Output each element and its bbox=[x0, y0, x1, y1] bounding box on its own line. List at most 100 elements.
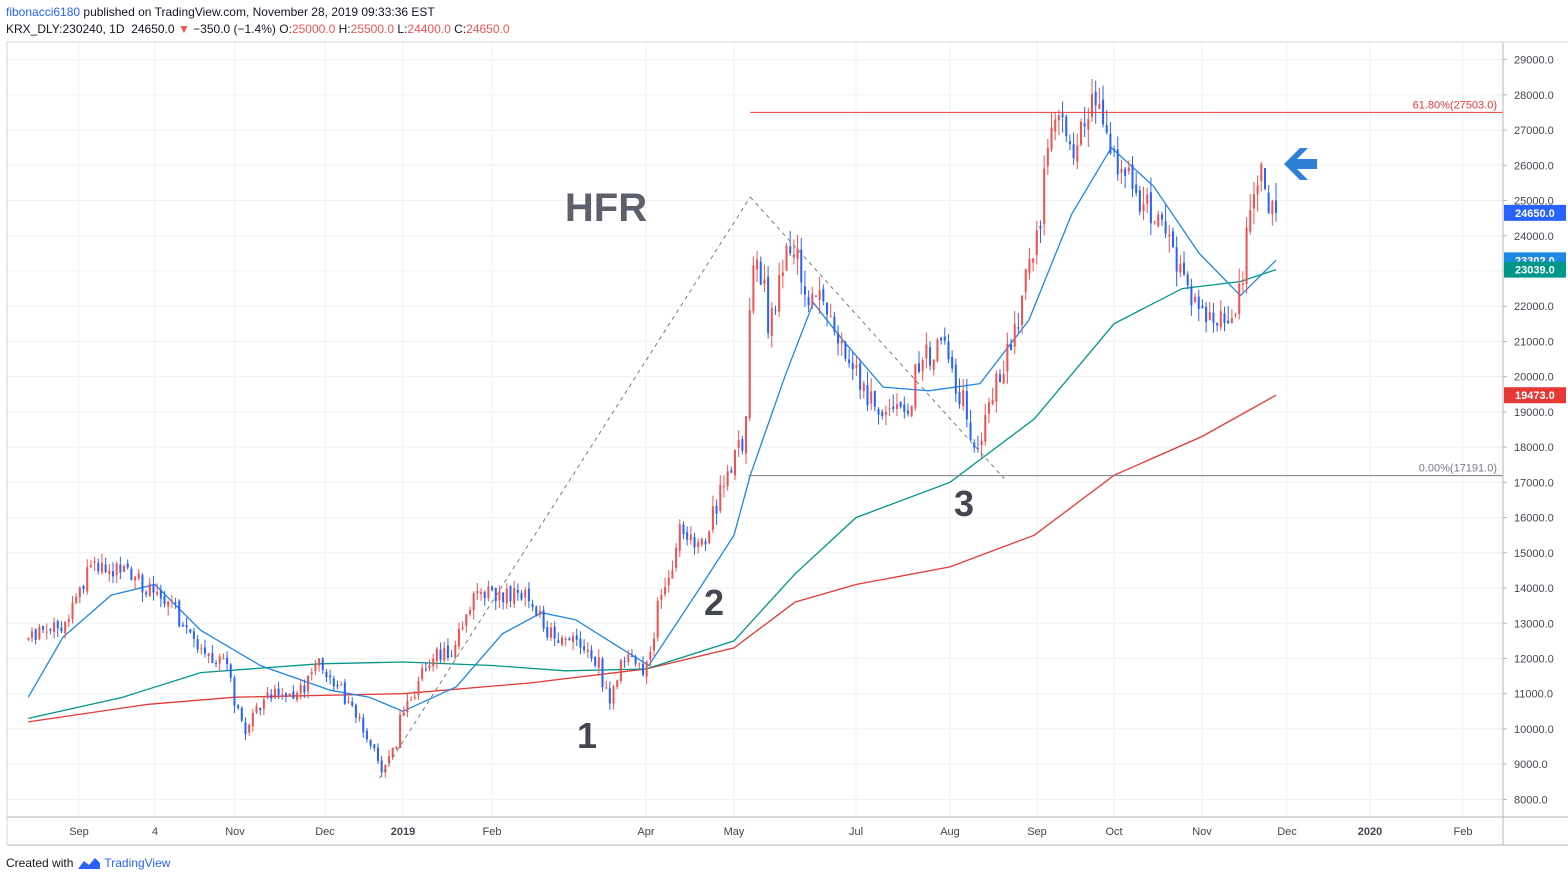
candle-body bbox=[1216, 323, 1219, 326]
candle-body bbox=[446, 645, 449, 658]
candle bbox=[1160, 211, 1163, 227]
candle bbox=[1127, 160, 1130, 175]
candle-body bbox=[277, 688, 280, 696]
candle bbox=[568, 636, 571, 641]
candle-body bbox=[406, 700, 409, 713]
y-tick-label: 9000.0 bbox=[1514, 759, 1548, 771]
candle-body bbox=[763, 279, 766, 285]
candle-body bbox=[56, 621, 59, 629]
tradingview-brand[interactable]: TradingView bbox=[77, 856, 170, 870]
candle bbox=[27, 637, 30, 642]
candle-body bbox=[181, 624, 184, 627]
y-tick-label: 28000.0 bbox=[1514, 90, 1554, 102]
candle-body bbox=[730, 470, 733, 473]
candle bbox=[678, 519, 681, 558]
candle bbox=[597, 649, 600, 676]
candle bbox=[1061, 101, 1064, 133]
candle bbox=[1017, 313, 1020, 334]
price-badge-label: 24650.0 bbox=[1515, 208, 1555, 220]
candle-body bbox=[1002, 373, 1005, 384]
candle-body bbox=[1054, 119, 1057, 132]
candle-body bbox=[616, 680, 619, 687]
candle-body bbox=[932, 359, 935, 370]
x-tick-label: Aug bbox=[940, 826, 960, 838]
candle-body bbox=[774, 309, 777, 311]
candle bbox=[1241, 271, 1244, 292]
candle-body bbox=[708, 531, 711, 543]
candle bbox=[929, 341, 932, 371]
candle bbox=[318, 657, 321, 672]
candle bbox=[457, 622, 460, 650]
candle bbox=[369, 738, 372, 750]
candle-body bbox=[829, 316, 832, 318]
candle bbox=[1068, 134, 1071, 151]
candle-body bbox=[1061, 113, 1064, 118]
candle-body bbox=[203, 647, 207, 654]
candle bbox=[583, 639, 586, 654]
grid bbox=[7, 42, 1503, 817]
candle-body bbox=[1263, 168, 1267, 189]
candle bbox=[1252, 181, 1255, 225]
candle-body bbox=[756, 259, 759, 270]
candle bbox=[1227, 306, 1230, 324]
candle bbox=[748, 297, 751, 422]
candle bbox=[877, 407, 880, 425]
candle-body bbox=[682, 524, 685, 535]
candle bbox=[1135, 171, 1138, 197]
candle-body bbox=[89, 565, 92, 567]
candle-body bbox=[97, 563, 100, 572]
candle bbox=[1245, 217, 1248, 294]
candle-body bbox=[1013, 324, 1016, 347]
candle bbox=[538, 605, 541, 618]
candle-body bbox=[1260, 163, 1263, 182]
candle bbox=[1105, 110, 1108, 135]
candle-body bbox=[888, 408, 891, 410]
candle-body bbox=[1072, 144, 1075, 159]
candle-body bbox=[737, 440, 740, 448]
x-tick-label: Sep bbox=[69, 826, 89, 838]
candle-body bbox=[1116, 149, 1119, 175]
candle bbox=[671, 560, 674, 579]
candle bbox=[203, 639, 207, 658]
candle bbox=[829, 303, 832, 318]
trend-line bbox=[749, 196, 1005, 480]
candle bbox=[446, 638, 449, 661]
candle-body bbox=[825, 302, 829, 315]
candle-body bbox=[281, 694, 284, 698]
candle bbox=[837, 325, 840, 356]
candle-body bbox=[1194, 296, 1197, 302]
candle bbox=[502, 592, 505, 610]
candle-body bbox=[748, 310, 751, 419]
candle-body bbox=[1153, 221, 1156, 223]
candle-body bbox=[115, 563, 118, 576]
candle bbox=[435, 647, 438, 670]
candle-body bbox=[192, 631, 195, 639]
candle-body bbox=[667, 577, 670, 586]
candle-body bbox=[226, 657, 229, 664]
candle-body bbox=[877, 409, 880, 415]
candle bbox=[524, 586, 527, 607]
candle-body bbox=[925, 344, 928, 359]
candle bbox=[1183, 251, 1186, 277]
candle bbox=[1116, 136, 1119, 181]
candle bbox=[995, 370, 998, 413]
high-value: 25500.0 bbox=[350, 22, 395, 36]
candle-body bbox=[1094, 91, 1097, 106]
candle bbox=[715, 499, 718, 525]
candle-body bbox=[273, 688, 276, 699]
candle bbox=[45, 623, 48, 640]
candle-body bbox=[947, 341, 950, 360]
candle-body bbox=[185, 625, 188, 628]
candle-body bbox=[568, 638, 571, 641]
candle-body bbox=[391, 747, 394, 758]
fib-level-label: 61.80%(27503.0) bbox=[1413, 99, 1497, 111]
candle-body bbox=[123, 566, 126, 572]
candle-body bbox=[215, 662, 218, 665]
candle-body bbox=[443, 647, 446, 661]
candle bbox=[167, 600, 170, 616]
candle bbox=[428, 659, 431, 672]
candle-body bbox=[189, 629, 192, 633]
candle bbox=[1113, 145, 1116, 158]
author-link[interactable]: fibonacci6180 bbox=[6, 5, 81, 19]
